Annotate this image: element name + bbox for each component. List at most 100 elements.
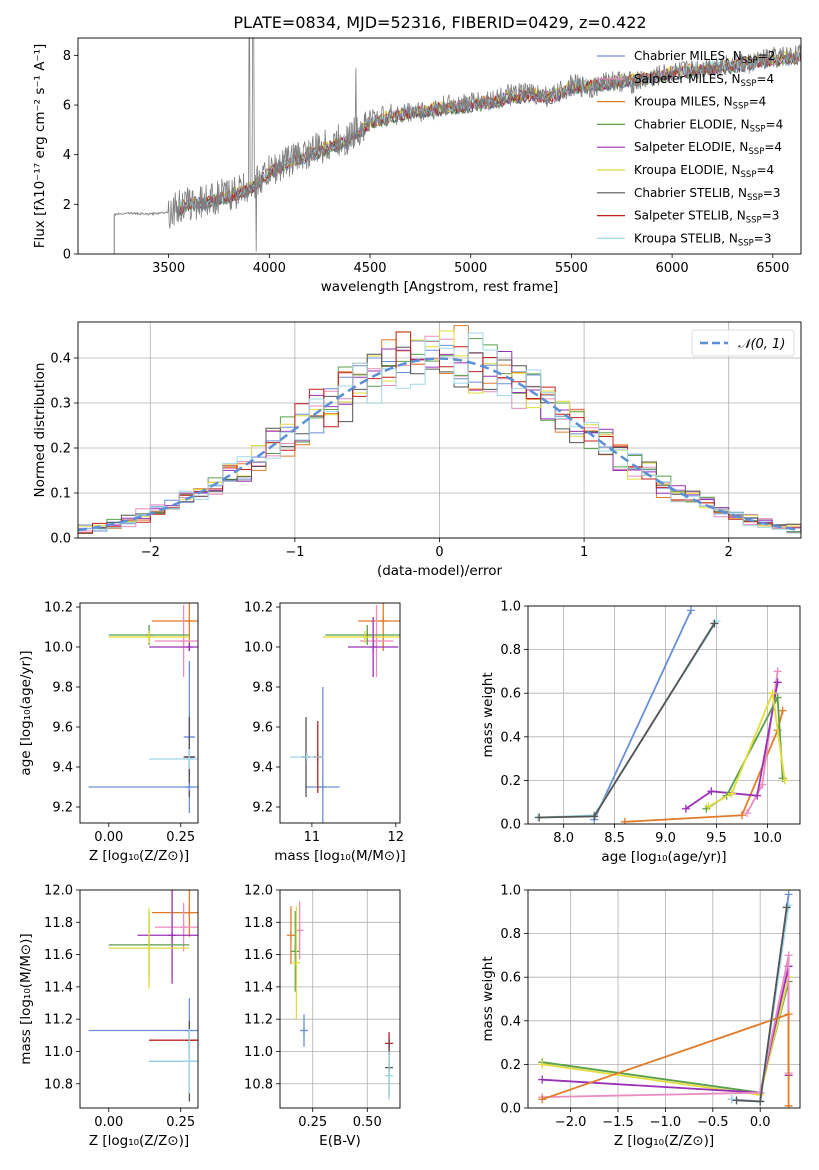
y-tick-label: 0.0 <box>500 1102 521 1117</box>
y-axis-label: Flux [fλ10⁻¹⁷ erg cm⁻² s⁻¹ A⁻¹] <box>32 44 48 249</box>
panel-age-vs-mass: 11 12 9.2 9.4 9.6 9.8 10.0 10.2 mass [log₁₀(M/M⊙… <box>244 601 406 865</box>
x-axis-label: Z [log₁₀(Z/Z⊙)] <box>614 1133 714 1149</box>
plot-area-mass-vs-EBV <box>286 901 394 1100</box>
weight-point <box>707 787 716 796</box>
plot-area-weight-vs-age <box>534 606 789 824</box>
y-tick-label: 0.0 <box>50 532 71 547</box>
y-tick-label: 0.1 <box>50 487 71 502</box>
y-tick-label: 11.4 <box>244 980 273 995</box>
axes-frame <box>527 605 801 825</box>
y-tick-label: 0.6 <box>500 971 521 986</box>
weight-point <box>768 689 777 698</box>
legend-entry: Kroupa ELODIE, NSSP=4 <box>634 163 774 180</box>
weight-point <box>784 1010 793 1019</box>
x-tick-label: 0 <box>435 545 443 560</box>
y-tick-label: 9.8 <box>252 681 273 696</box>
legend-tail: =2 <box>758 49 776 63</box>
data-point <box>179 923 188 932</box>
y-tick-label: 0.8 <box>500 643 521 658</box>
x-tick-label: 0.0 <box>750 1115 771 1130</box>
data-point <box>291 947 300 956</box>
y-tick-label: 0.2 <box>500 1058 521 1073</box>
y-tick-label: 10.8 <box>44 1077 73 1092</box>
plot-area-weight-vs-Z <box>538 890 793 1108</box>
plot-area-residual-histogram <box>78 325 801 536</box>
legend-entry: Kroupa STELIB, NSSP=3 <box>634 231 772 248</box>
panel-residual-histogram: −2 −1 0 1 2 0.0 0.1 0.2 0.3 0.4 (data-model)/error… <box>32 321 802 579</box>
x-tick-label: 9.0 <box>655 831 676 846</box>
data-spectrum-line <box>114 38 801 252</box>
x-tick-label: 1 <box>580 545 588 560</box>
weight-point <box>782 903 791 912</box>
panel-spectrum: 3500 4000 4500 5000 5500 6000 6500 0 2 4 6 8 wavelen… <box>32 37 802 295</box>
axes-frame <box>279 889 401 1109</box>
weight-point <box>743 809 752 818</box>
histogram-step <box>78 338 801 534</box>
x-tick-label: 9.5 <box>706 831 727 846</box>
legend-sub: SSP <box>742 56 758 66</box>
x-tick-label: 4000 <box>253 261 286 276</box>
y-tick-label: 0.2 <box>500 774 521 789</box>
plot-area-spectrum <box>113 38 801 254</box>
weight-point <box>773 678 782 687</box>
weight-point <box>704 802 713 811</box>
y-tick-label: 9.6 <box>52 721 73 736</box>
y-tick-label: 0 <box>63 248 71 263</box>
weight-point <box>538 1060 547 1069</box>
data-point <box>179 637 188 645</box>
y-tick-label: 10.8 <box>244 1077 273 1092</box>
y-tick-label: 11.2 <box>244 1013 273 1028</box>
x-tick-label: −1.5 <box>602 1115 634 1130</box>
y-tick-label: 11.8 <box>244 916 273 931</box>
data-point <box>145 944 154 953</box>
y-tick-label: 8 <box>63 49 71 64</box>
data-point <box>286 931 295 940</box>
legend-sub: SSP <box>747 193 763 203</box>
histogram-step <box>78 346 801 534</box>
legend-entry: 𝒩(0, 1) <box>738 337 785 352</box>
legend-tail: =3 <box>763 186 781 200</box>
y-tick-label: 0.2 <box>50 442 71 457</box>
x-tick-label: 12 <box>388 830 405 845</box>
legend-entry: Chabrier MILES, NSSP=2 <box>634 49 775 66</box>
y-tick-label: 0.6 <box>500 687 521 702</box>
x-tick-label: 6500 <box>756 261 789 276</box>
y-tick-label: 11.6 <box>244 948 273 963</box>
weight-line <box>707 689 786 808</box>
data-point <box>185 1057 194 1066</box>
x-axis-label: mass [log₁₀(M/M⊙)] <box>274 848 405 864</box>
legend-sub: SSP <box>741 170 757 180</box>
y-tick-label: 0.4 <box>50 352 71 367</box>
weight-point <box>773 667 782 676</box>
weight-line <box>593 610 692 820</box>
weight-line <box>624 710 784 823</box>
legend-entry: Salpeter STELIB, NSSP=3 <box>634 209 779 226</box>
weight-point <box>590 812 599 821</box>
histogram-step <box>78 331 801 535</box>
x-tick-label: 11 <box>304 830 321 845</box>
x-tick-label: 10.0 <box>753 831 782 846</box>
weight-point <box>784 890 793 899</box>
x-tick-label: 0.00 <box>94 830 123 845</box>
legend-sub: SSP <box>741 79 757 89</box>
axes-frame <box>527 889 801 1109</box>
weight-point <box>756 1097 765 1106</box>
y-tick-label: 4 <box>63 148 71 163</box>
x-tick-label: 0.25 <box>298 1115 327 1130</box>
legend-tail: =4 <box>766 117 784 131</box>
figure-title: PLATE=0834, MJD=52316, FIBERID=0429, z=0… <box>233 13 646 32</box>
y-axis-label: mass weight <box>480 956 496 1041</box>
data-point <box>185 908 194 917</box>
data-point <box>300 1026 308 1035</box>
axes-frame <box>77 37 802 255</box>
panel-age-vs-Z: 0.00 0.25 9.2 9.4 9.6 9.8 10.0 10.2 Z [log₁₀(Z/Z… <box>18 601 199 864</box>
x-tick-label: −0.5 <box>697 1115 729 1130</box>
y-tick-label: 11.0 <box>44 1045 73 1060</box>
y-tick-label: 11.6 <box>44 948 73 963</box>
x-tick-label: 0.50 <box>353 1115 382 1130</box>
histogram-step <box>78 348 801 529</box>
panel-mass-vs-EBV: 0.25 0.50 10.8 11.0 11.2 11.4 11.6 11.8 12.0 E(B-… <box>244 884 401 1149</box>
y-tick-label: 10.2 <box>44 601 73 616</box>
plot-area-age-vs-mass <box>290 603 400 823</box>
